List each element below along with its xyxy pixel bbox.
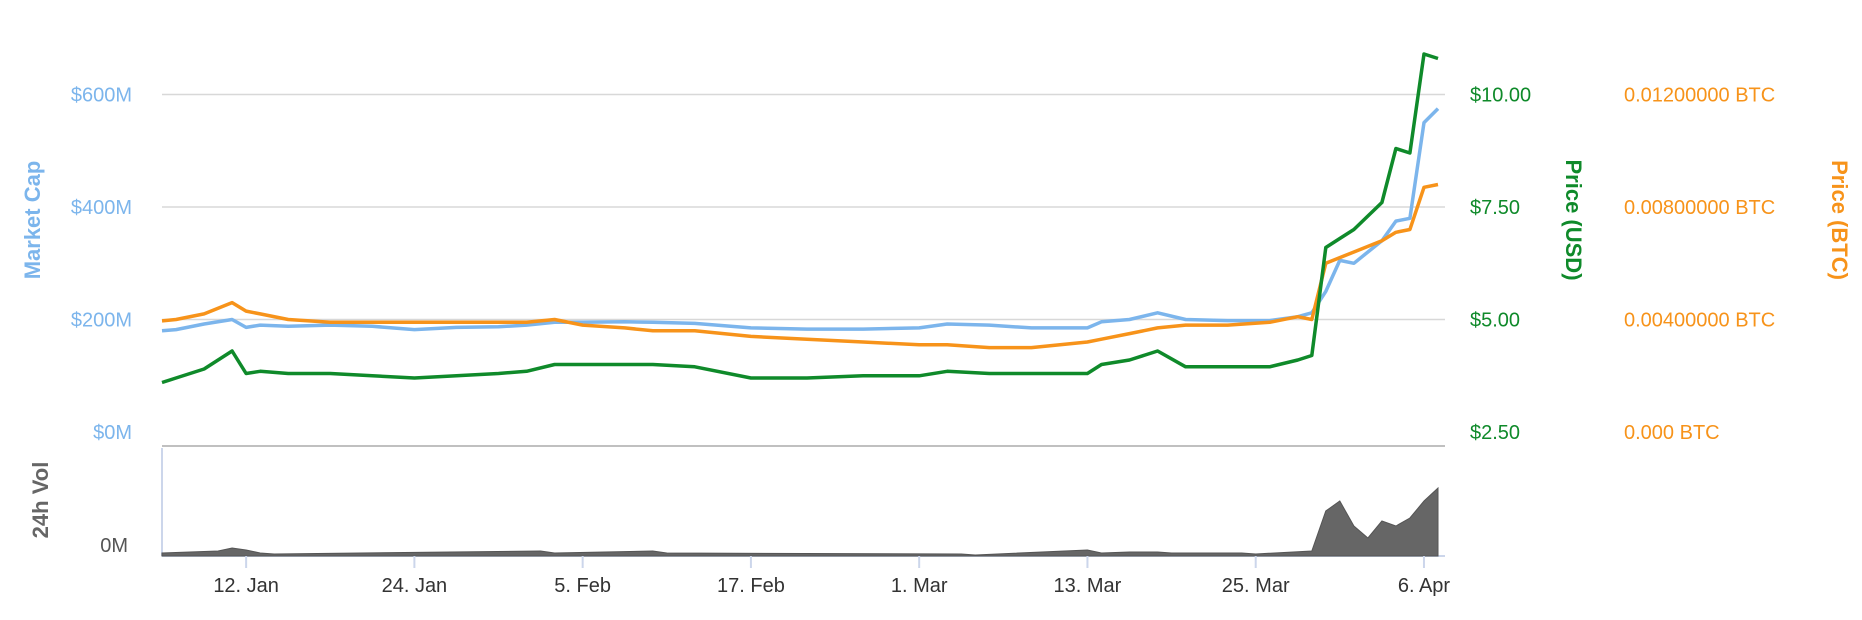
price-btc-tick-label: 0.00800000 BTC xyxy=(1624,197,1775,219)
volume-axis-title: 24h Vol xyxy=(28,462,53,539)
market-cap-tick-label: $0M xyxy=(93,422,132,444)
x-tick-label: 12. Jan xyxy=(213,575,279,597)
volume-layer xyxy=(161,486,1439,557)
x-tick-label: 6. Apr xyxy=(1398,575,1451,597)
x-tick-label: 13. Mar xyxy=(1054,575,1122,597)
x-tick-label: 5. Feb xyxy=(554,575,611,597)
price-usd-tick-label: $7.50 xyxy=(1470,197,1520,219)
market-cap-line xyxy=(161,107,1440,333)
price-usd-axis-title: Price (USD) xyxy=(1561,159,1586,280)
market-cap-tick-label: $200M xyxy=(71,310,132,332)
price-usd-tick-label: $10.00 xyxy=(1470,85,1531,107)
price-btc-tick-label: 0.01200000 BTC xyxy=(1624,85,1775,107)
volume-tick-label: 0M xyxy=(100,535,128,557)
price-btc-line xyxy=(161,182,1439,350)
x-tick-label: 1. Mar xyxy=(891,575,948,597)
price-usd-tick-label: $5.00 xyxy=(1470,310,1520,332)
price-btc-axis-title: Price (BTC) xyxy=(1827,160,1852,280)
price-btc-tick-label: 0.000 BTC xyxy=(1624,422,1720,444)
x-tick-label: 17. Feb xyxy=(717,575,785,597)
market-cap-axis-title: Market Cap xyxy=(20,161,45,280)
x-tick-label: 24. Jan xyxy=(382,575,448,597)
market-cap-tick-label: $600M xyxy=(71,85,132,107)
axis-layer: 12. Jan 24. Jan 5. Feb 17. Feb 1. Mar 13. Mar… xyxy=(71,85,1775,598)
x-tick-label: 25. Mar xyxy=(1222,575,1290,597)
market-cap-tick-label: $400M xyxy=(71,197,132,219)
series-layer xyxy=(161,52,1440,385)
price-btc-tick-label: 0.00400000 BTC xyxy=(1624,310,1775,332)
price-usd-tick-label: $2.50 xyxy=(1470,422,1520,444)
price-usd-line xyxy=(161,52,1439,385)
volume-area xyxy=(161,486,1439,557)
